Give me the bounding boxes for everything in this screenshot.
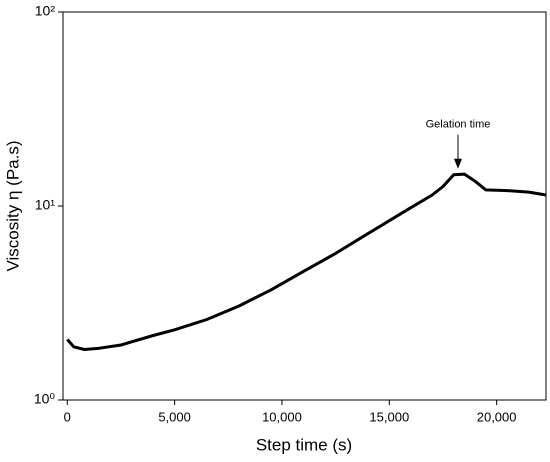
y-tick-label: 10¹: [35, 197, 56, 213]
y-axis-label: Viscosity η (Pa.s): [3, 140, 22, 271]
data-line: [66, 172, 547, 351]
x-tick-label: 10,000: [262, 409, 302, 424]
x-tick-label: 0: [64, 409, 71, 424]
annotation: Gelation time: [426, 119, 491, 131]
x-axis-label: Step time (s): [256, 435, 352, 454]
x-tick-label: 15,000: [369, 409, 409, 424]
x-tick-label: 5,000: [158, 409, 191, 424]
x-tick-label: 20,000: [477, 409, 517, 424]
y-tick-label: 10²: [35, 3, 56, 19]
annotation-arrowhead: [453, 158, 462, 169]
y-tick-label: 10⁰: [34, 391, 56, 407]
